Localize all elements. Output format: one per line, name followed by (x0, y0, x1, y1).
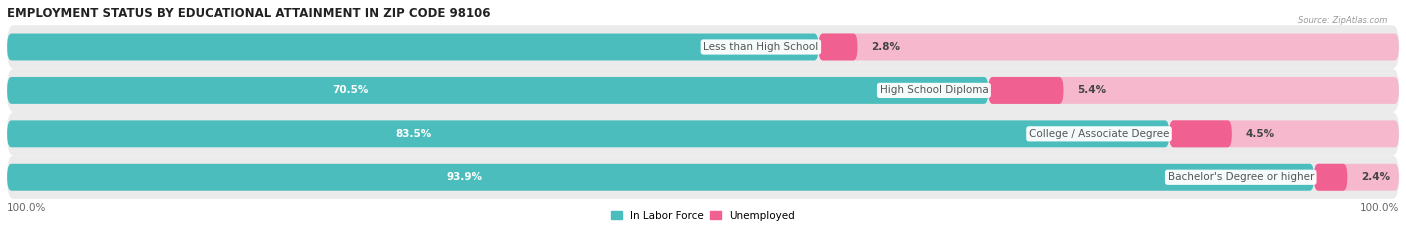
FancyBboxPatch shape (1170, 120, 1232, 147)
Text: 100.0%: 100.0% (1360, 203, 1399, 213)
Text: 2.8%: 2.8% (872, 42, 900, 52)
FancyBboxPatch shape (7, 120, 1170, 147)
FancyBboxPatch shape (7, 25, 1399, 69)
FancyBboxPatch shape (1170, 120, 1399, 147)
FancyBboxPatch shape (1315, 164, 1347, 191)
Text: 83.5%: 83.5% (395, 129, 432, 139)
FancyBboxPatch shape (7, 77, 988, 104)
Text: College / Associate Degree: College / Associate Degree (1029, 129, 1170, 139)
FancyBboxPatch shape (818, 34, 1399, 60)
Text: High School Diploma: High School Diploma (880, 86, 988, 95)
Text: 58.3%: 58.3% (762, 42, 797, 52)
Text: Less than High School: Less than High School (703, 42, 818, 52)
FancyBboxPatch shape (7, 164, 1315, 191)
FancyBboxPatch shape (7, 34, 818, 60)
Text: Bachelor's Degree or higher: Bachelor's Degree or higher (1167, 172, 1315, 182)
FancyBboxPatch shape (7, 112, 1399, 156)
Text: 70.5%: 70.5% (332, 86, 368, 95)
Text: EMPLOYMENT STATUS BY EDUCATIONAL ATTAINMENT IN ZIP CODE 98106: EMPLOYMENT STATUS BY EDUCATIONAL ATTAINM… (7, 7, 491, 20)
Text: 4.5%: 4.5% (1246, 129, 1275, 139)
FancyBboxPatch shape (988, 77, 1063, 104)
Text: Source: ZipAtlas.com: Source: ZipAtlas.com (1298, 16, 1388, 25)
FancyBboxPatch shape (7, 69, 1399, 112)
Text: 5.4%: 5.4% (1077, 86, 1107, 95)
FancyBboxPatch shape (988, 77, 1399, 104)
FancyBboxPatch shape (818, 34, 858, 60)
Text: 2.4%: 2.4% (1361, 172, 1391, 182)
FancyBboxPatch shape (1315, 164, 1399, 191)
Legend: In Labor Force, Unemployed: In Labor Force, Unemployed (607, 207, 799, 225)
Text: 100.0%: 100.0% (7, 203, 46, 213)
Text: 93.9%: 93.9% (447, 172, 482, 182)
FancyBboxPatch shape (7, 156, 1399, 199)
